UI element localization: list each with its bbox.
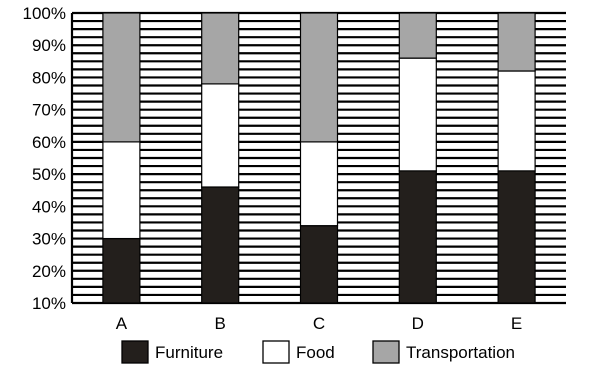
bar-segment-furniture-d xyxy=(398,170,437,304)
y-tick-label: 30% xyxy=(32,230,66,249)
y-tick-label: 60% xyxy=(32,133,66,152)
bars xyxy=(102,12,536,304)
bar-segment-furniture-c xyxy=(299,225,339,304)
legend: Furniture Food Transportation xyxy=(121,340,515,364)
x-tick-labels: A B C D E xyxy=(116,314,523,333)
x-tick-label: E xyxy=(511,314,522,333)
y-tick-label: 100% xyxy=(23,4,66,23)
bar-segment-food-b xyxy=(201,83,240,188)
legend-swatch-transportation xyxy=(372,340,400,364)
bar-segment-transportation-b xyxy=(201,12,240,85)
x-tick-label: A xyxy=(116,314,128,333)
legend-label-transportation: Transportation xyxy=(406,343,515,362)
bar-segment-furniture-e xyxy=(497,170,536,304)
y-tick-label: 20% xyxy=(32,262,66,281)
bar-segment-furniture-a xyxy=(102,237,141,304)
y-tick-label: 10% xyxy=(32,294,66,313)
bar-segment-transportation-e xyxy=(497,12,536,72)
y-tick-labels: 10% 20% 30% 40% 50% 60% 70% 80% 90% 100% xyxy=(23,4,66,313)
bar-segment-food-d xyxy=(398,57,437,172)
legend-swatch-food xyxy=(262,340,290,364)
bar-segment-food-a xyxy=(102,141,141,240)
x-tick-label: C xyxy=(313,314,325,333)
x-tick-label: D xyxy=(412,314,424,333)
y-tick-label: 80% xyxy=(32,68,66,87)
bar-segment-transportation-d xyxy=(398,12,437,59)
legend-swatch-furniture xyxy=(121,340,149,364)
y-tick-label: 50% xyxy=(32,165,66,184)
x-tick-label: B xyxy=(215,314,226,333)
y-tick-label: 40% xyxy=(32,197,66,216)
bar-segment-furniture-b xyxy=(201,186,240,304)
y-tick-label: 70% xyxy=(32,101,66,120)
bar-segment-transportation-a xyxy=(102,12,141,143)
y-tick-label: 90% xyxy=(32,36,66,55)
bar-segment-food-e xyxy=(497,70,536,172)
legend-label-food: Food xyxy=(296,343,335,362)
bar-segment-transportation-c xyxy=(299,12,339,143)
bar-segment-food-c xyxy=(299,141,339,227)
legend-label-furniture: Furniture xyxy=(155,343,223,362)
